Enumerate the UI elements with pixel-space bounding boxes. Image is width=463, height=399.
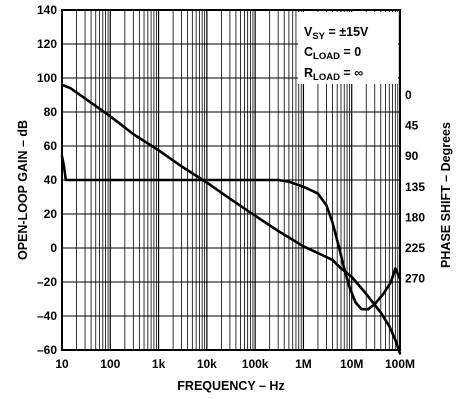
x-tick-label: 100k <box>242 357 269 371</box>
left-tick-label: 120 <box>37 37 57 51</box>
left-tick-label: –60 <box>37 343 57 357</box>
right-axis-label: PHASE SHIFT – Degrees <box>439 122 453 268</box>
right-tick-label: 0 <box>405 88 412 102</box>
left-tick-label: 100 <box>37 71 57 85</box>
right-tick-labels: 0 45 90 135 180 225 270 <box>405 88 425 286</box>
left-tick-label: 0 <box>50 241 57 255</box>
left-tick-label: 40 <box>44 173 58 187</box>
legend-vsy: VSY = ±15V <box>304 25 369 42</box>
x-tick-label: 100 <box>100 357 120 371</box>
left-tick-label: –40 <box>37 309 57 323</box>
curves <box>60 83 402 355</box>
right-tick-label: 45 <box>405 119 419 133</box>
x-tick-label: 1k <box>152 357 166 371</box>
legend-rload: RLOAD = ∞ <box>304 66 363 83</box>
x-tick-label: 100M <box>385 357 415 371</box>
right-tick-label: 180 <box>405 210 425 224</box>
left-tick-labels: 140 120 100 80 60 40 20 0 –20 –40 –60 <box>37 3 57 357</box>
right-tick-label: 90 <box>405 149 419 163</box>
x-tick-label: 10 <box>55 357 69 371</box>
x-tick-labels: 10 100 1k 10k 100k 1M 10M 100M <box>55 357 415 371</box>
x-tick-label: 10M <box>340 357 363 371</box>
left-tick-label: 80 <box>44 105 58 119</box>
left-axis-label: OPEN-LOOP GAIN – dB <box>16 120 30 260</box>
legend: VSY = ±15V CLOAD = 0 RLOAD = ∞ <box>298 12 398 84</box>
left-tick-label: 140 <box>37 3 57 17</box>
left-tick-label: –20 <box>37 275 57 289</box>
left-tick-label: 60 <box>44 139 58 153</box>
legend-box <box>298 12 398 84</box>
x-axis-label: FREQUENCY – Hz <box>177 379 284 393</box>
left-tick-label: 20 <box>44 207 58 221</box>
gain-curve <box>60 83 402 355</box>
right-tick-label: 225 <box>405 241 425 255</box>
right-tick-label: 270 <box>405 272 425 286</box>
plot-frame <box>61 9 401 351</box>
right-tick-label: 135 <box>405 180 425 194</box>
phase-curve <box>60 154 402 311</box>
x-tick-label: 1M <box>295 357 312 371</box>
x-tick-label: 10k <box>197 357 217 371</box>
legend-cload: CLOAD = 0 <box>304 45 361 62</box>
